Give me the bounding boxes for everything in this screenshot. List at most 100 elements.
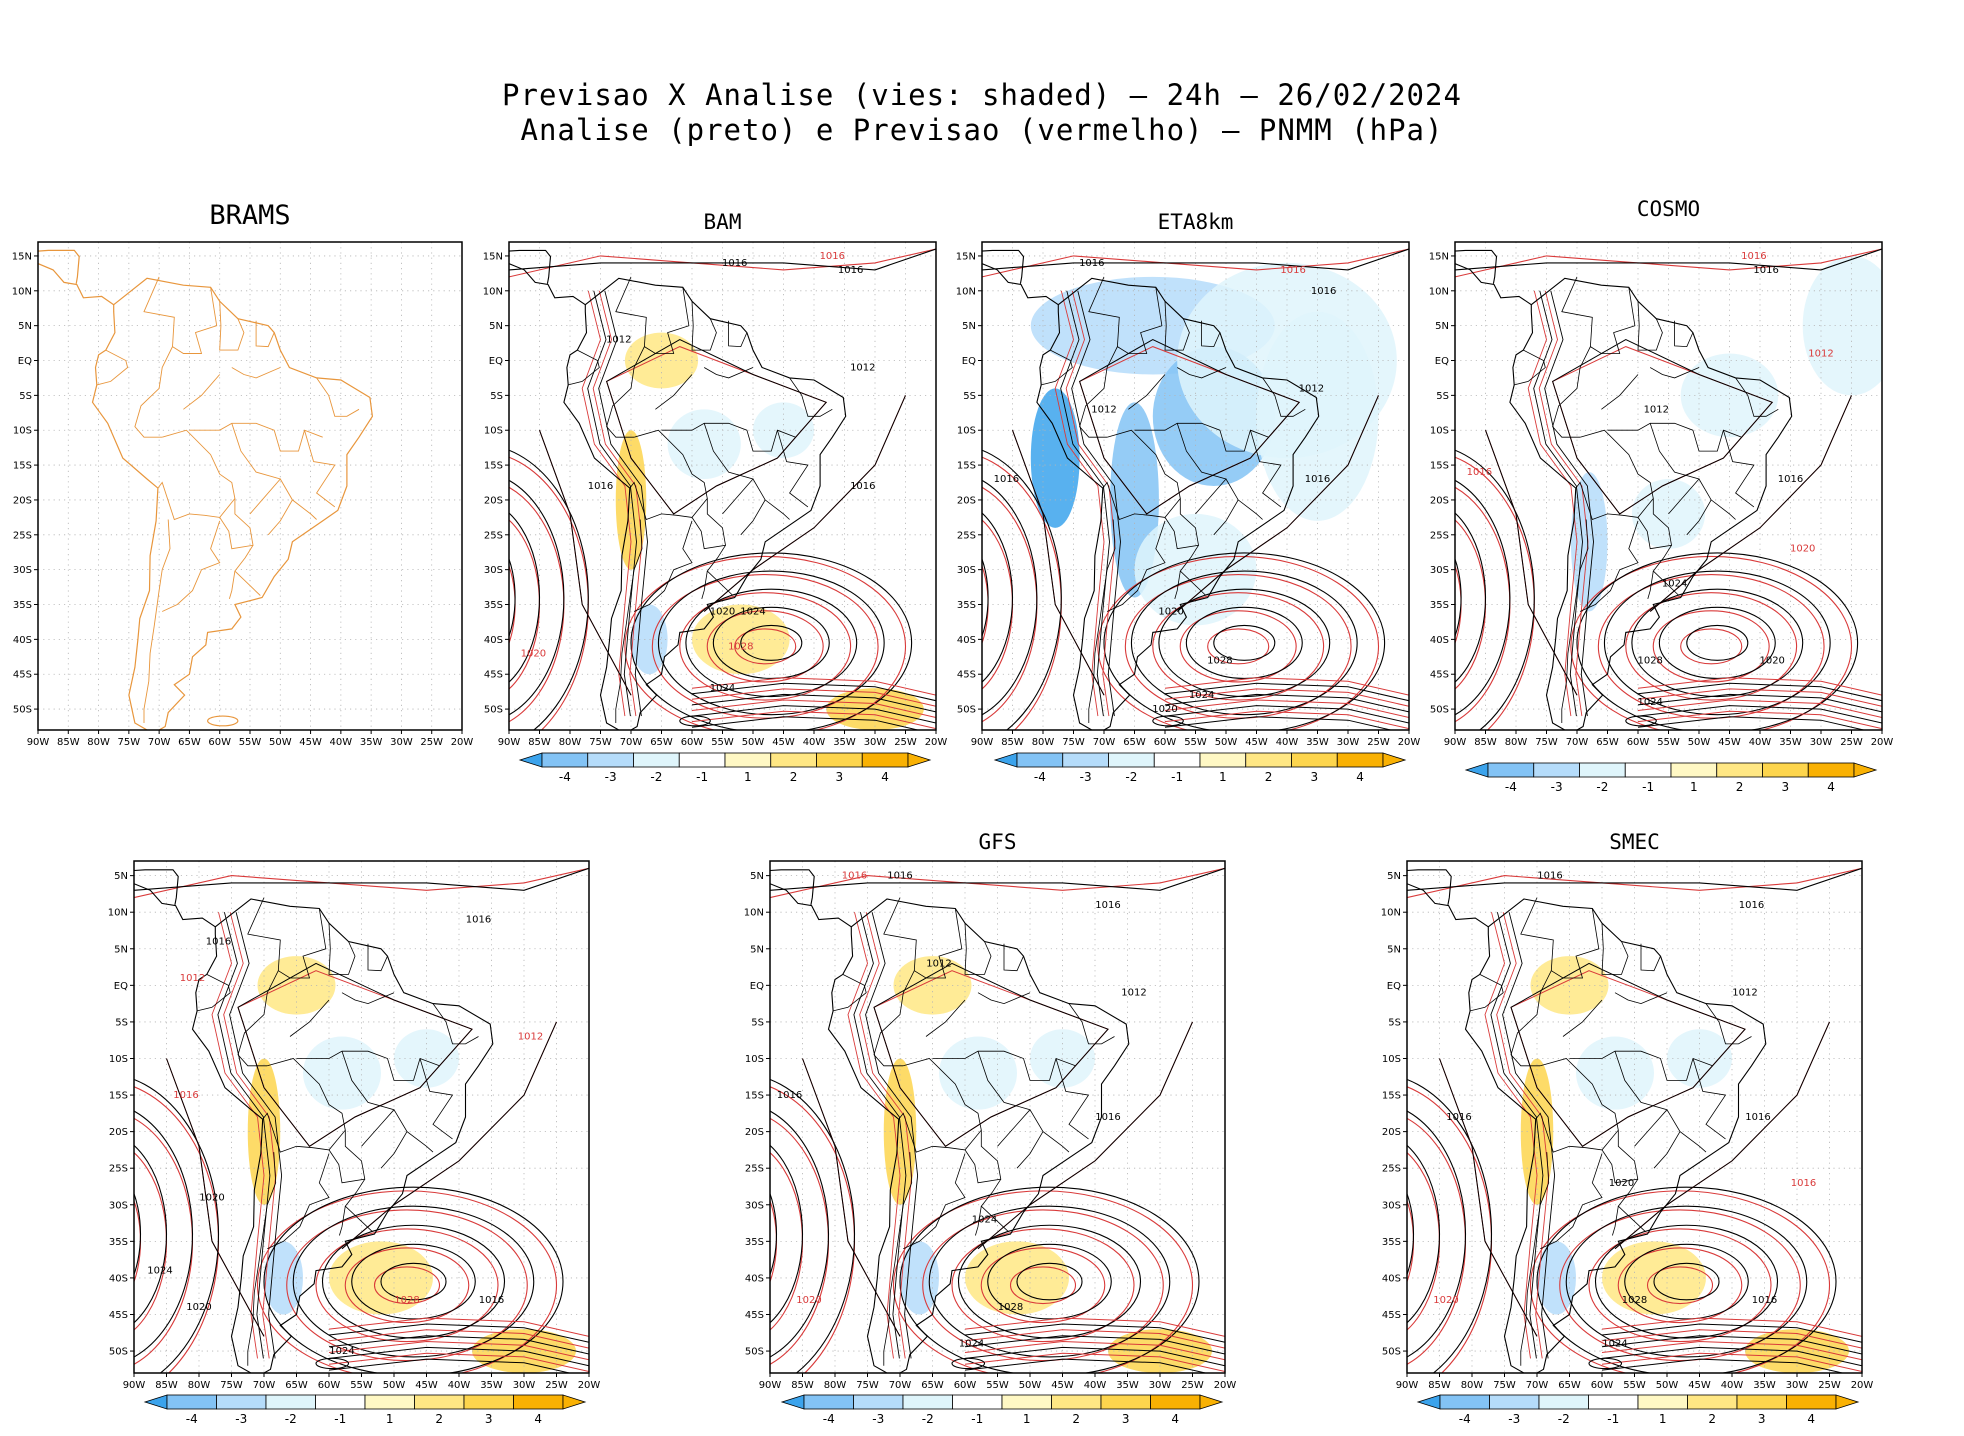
lat-tick-label: 5S xyxy=(19,391,32,402)
isobar-label: 1028 xyxy=(1207,655,1232,666)
lon-tick-label: 35W xyxy=(360,737,383,748)
lat-tick-label: 5S xyxy=(1436,391,1449,402)
lon-tick-label: 85W xyxy=(155,1380,178,1391)
lon-tick-label: 90W xyxy=(123,1380,146,1391)
lat-tick-label: 30S xyxy=(109,1200,128,1211)
lon-tick-label: 80W xyxy=(188,1380,211,1391)
colorbar-tick-label: 4 xyxy=(881,770,889,784)
isobar-label: 1020 xyxy=(521,648,546,659)
colorbar-tick-label: -1 xyxy=(971,1412,983,1426)
isobar-label: 1016 xyxy=(1791,1178,1816,1189)
lat-tick-label: 5N xyxy=(962,321,976,332)
lon-tick-label: 55W xyxy=(711,737,734,748)
colorbar-tick-label: 2 xyxy=(1265,770,1273,784)
isobar-label: 1016 xyxy=(1745,1112,1770,1123)
lon-tick-label: 55W xyxy=(1657,737,1680,748)
colorbar: -4 -3 -2 -1 1 2 3 4 xyxy=(1416,1394,1860,1426)
colorbar-tick-label: -1 xyxy=(334,1412,346,1426)
lat-tick-label: 30S xyxy=(957,565,976,576)
bias-shade-region xyxy=(965,1241,1069,1315)
lat-tick-label: 20S xyxy=(1430,495,1449,506)
colorbar-segment xyxy=(1150,1394,1201,1410)
lat-tick-label: 50S xyxy=(109,1347,128,1358)
colorbar-tick-label: -4 xyxy=(823,1412,835,1426)
lat-tick-label: 5N xyxy=(114,944,128,955)
lat-tick-label: 20S xyxy=(13,495,32,506)
lat-tick-label: 5N xyxy=(18,321,32,332)
lon-tick-label: 35W xyxy=(1753,1380,1776,1391)
lat-tick-label: 10N xyxy=(483,286,503,297)
isobar-label: 1012 xyxy=(1644,404,1669,415)
colorbar-segment xyxy=(1416,1394,1441,1410)
lon-tick-label: 35W xyxy=(480,1380,503,1391)
colorbar-segment xyxy=(364,1394,415,1410)
colorbar-tick-label: -3 xyxy=(1508,1412,1520,1426)
bias-shade-region xyxy=(939,1036,1017,1110)
lon-tick-label: 40W xyxy=(330,737,353,748)
isobar-label: 1016 xyxy=(777,1090,802,1101)
lat-tick-label: 35S xyxy=(957,600,976,611)
bias-shade-region xyxy=(329,1241,433,1315)
colorbar-segment xyxy=(1579,762,1626,778)
isobar-label: 1028 xyxy=(1637,655,1662,666)
lat-tick-label: 10S xyxy=(484,426,503,437)
colorbar-tick-label: -3 xyxy=(1551,780,1563,794)
isobar-label: 1012 xyxy=(606,335,631,346)
lon-tick-label: 45W xyxy=(1245,737,1268,748)
lon-tick-label: 25W xyxy=(1840,737,1863,748)
colorbar-segment xyxy=(1487,762,1535,778)
isobar-label: 1020 xyxy=(199,1192,224,1203)
lat-tick-label: 25S xyxy=(13,530,32,541)
lon-tick-label: 45W xyxy=(1718,737,1741,748)
lon-tick-label: 25W xyxy=(1818,1380,1841,1391)
lon-tick-label: 35W xyxy=(1306,737,1329,748)
colorbar-segment xyxy=(1853,762,1878,778)
colorbar-tick-label: -2 xyxy=(922,1412,934,1426)
isobar-label: 1024 xyxy=(710,683,735,694)
lat-tick-label: 15S xyxy=(1430,461,1449,472)
lon-tick-label: 35W xyxy=(833,737,856,748)
map-panel-gfs: 1016 1016 1016 1012 1012 1016 1016 1024 1028 1024… xyxy=(744,860,1236,1391)
isobar-label: 1016 xyxy=(838,265,863,276)
isobar-label: 1012 xyxy=(1732,988,1757,999)
lat-tick-label: 45S xyxy=(1430,670,1449,681)
colorbar-segment xyxy=(1489,1394,1540,1410)
lon-tick-label: 50W xyxy=(742,737,765,748)
colorbar-segment xyxy=(518,752,543,768)
lat-tick-label: 45S xyxy=(13,670,32,681)
lat-tick-label: 10S xyxy=(745,1054,764,1065)
colorbar-tick-label: -2 xyxy=(650,770,662,784)
isobar-label: 1016 xyxy=(1446,1112,1471,1123)
colorbar-segment xyxy=(562,1394,587,1410)
colorbar-tick-label: -1 xyxy=(696,770,708,784)
lon-tick-label: 45W xyxy=(415,1380,438,1391)
colorbar-segment xyxy=(143,1394,168,1410)
lat-tick-label: 25S xyxy=(957,530,976,541)
lon-tick-label: 90W xyxy=(498,737,521,748)
colorbar-segment xyxy=(1807,762,1855,778)
colorbar-tick-label: 2 xyxy=(1708,1412,1716,1426)
colorbar-segment xyxy=(1382,752,1407,768)
isobar-label: 1016 xyxy=(1752,1295,1777,1306)
colorbar-segment xyxy=(1624,762,1672,778)
colorbar-segment xyxy=(1153,752,1201,768)
isobar-label: 1020 xyxy=(1790,544,1815,555)
lon-tick-label: 25W xyxy=(894,737,917,748)
lon-tick-label: 80W xyxy=(559,737,582,748)
lon-tick-label: 35W xyxy=(1779,737,1802,748)
lon-tick-label: 50W xyxy=(383,1380,406,1391)
lat-tick-label: 15S xyxy=(1382,1091,1401,1102)
colorbar-segment xyxy=(1835,1394,1860,1410)
lon-tick-label: 80W xyxy=(1461,1380,1484,1391)
colorbar-tick-label: 2 xyxy=(1072,1412,1080,1426)
isobar-label: 1016 xyxy=(1095,900,1120,911)
colorbar-tick-label: 3 xyxy=(1311,770,1319,784)
isobar-label: 1024 xyxy=(329,1346,354,1357)
lon-tick-label: 45W xyxy=(1051,1380,1074,1391)
isobar-label: 1016 xyxy=(850,481,875,492)
lat-tick-label: 30S xyxy=(484,565,503,576)
colorbar-tick-label: 2 xyxy=(435,1412,443,1426)
colorbar-tick-label: 4 xyxy=(1171,1412,1179,1426)
lon-tick-label: 75W xyxy=(856,1380,879,1391)
lat-tick-label: 45S xyxy=(745,1310,764,1321)
